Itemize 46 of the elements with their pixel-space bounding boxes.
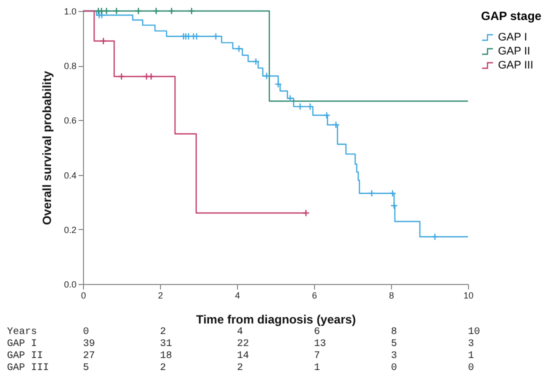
y-axis-title: Overall survival probability: [40, 70, 54, 226]
text: 7: [314, 351, 322, 363]
y-tick-label: 0.4: [64, 170, 76, 180]
text: 2: [237, 363, 244, 375]
y-tick-label: 0.6: [64, 116, 76, 126]
text: 8: [391, 327, 398, 339]
text: 22: [237, 339, 250, 351]
text: 1: [468, 351, 476, 363]
text: 31: [160, 339, 174, 351]
text: 13: [314, 339, 328, 351]
text: 0: [468, 363, 476, 375]
text: 6: [314, 327, 322, 339]
text: Years: [7, 327, 38, 339]
text: 2: [160, 327, 168, 339]
x-tick-label: 8: [388, 290, 394, 300]
x-tick-label: 4: [234, 290, 240, 300]
text: 0: [391, 363, 398, 375]
text: 5: [391, 339, 398, 351]
x-tick-label: 10: [463, 290, 474, 300]
text: 39: [83, 339, 96, 351]
y-tick-label: 1.0: [64, 6, 76, 16]
legend-label: GAP III: [498, 60, 534, 72]
y-tick-label: 0.0: [64, 280, 76, 290]
x-tick-label: 6: [312, 290, 318, 300]
x-tick-label: 0: [80, 290, 86, 300]
x-tick-label: 2: [158, 290, 164, 300]
legend-label: GAP I: [498, 32, 528, 44]
text: GAP I: [7, 339, 38, 351]
text: 18: [160, 351, 174, 363]
legend-title: GAP stage: [481, 9, 542, 23]
y-tick-label: 0.8: [64, 61, 76, 72]
text: 2: [160, 363, 168, 375]
text: 4: [237, 327, 244, 339]
text: 0: [83, 327, 90, 339]
text: 3: [468, 339, 476, 351]
text: 10: [468, 327, 482, 339]
y-tick-label: 0.2: [64, 224, 76, 235]
text: GAP II: [7, 351, 44, 363]
legend-label: GAP II: [498, 46, 530, 58]
text: 3: [391, 351, 398, 363]
text: 14: [237, 351, 250, 363]
text: 1: [314, 363, 322, 375]
text: GAP III: [7, 363, 50, 375]
text: 5: [83, 363, 90, 375]
text: 27: [83, 351, 96, 363]
x-axis-title: Time from diagnosis (years): [196, 312, 356, 326]
